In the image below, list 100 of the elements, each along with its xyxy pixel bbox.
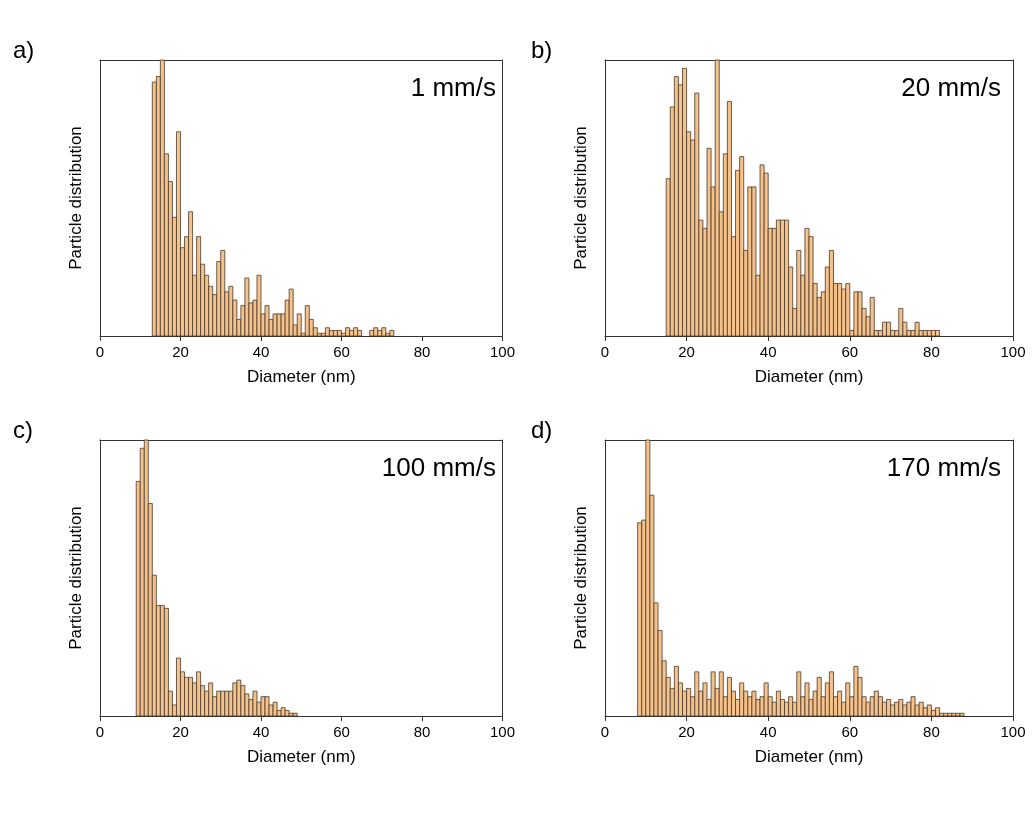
bar: [333, 330, 338, 337]
x-tick-label: 100: [1000, 343, 1026, 360]
x-tick-label: 80: [413, 723, 431, 740]
annotation: 170 mm/s: [886, 452, 1002, 482]
bar: [702, 682, 708, 717]
bar: [304, 305, 310, 337]
bar: [176, 657, 181, 717]
bar: [377, 330, 383, 337]
bar: [345, 327, 350, 337]
bar: [244, 277, 250, 337]
bar: [804, 682, 810, 717]
y-axis-title: Particle distribution: [571, 126, 590, 270]
bar: [922, 330, 928, 337]
x-tick-label: 40: [759, 723, 777, 740]
bar: [751, 186, 757, 337]
bar: [324, 327, 330, 337]
bar: [694, 671, 700, 717]
bar: [264, 305, 270, 337]
bar: [718, 671, 724, 717]
bar: [935, 707, 940, 717]
bar: [898, 308, 904, 337]
x-tick-label: 20: [678, 343, 695, 360]
bar: [886, 699, 891, 717]
bar: [751, 690, 757, 717]
bar: [837, 690, 843, 717]
x-tick-label: 0: [600, 343, 610, 360]
bar: [959, 712, 965, 717]
bar: [357, 330, 363, 337]
bar: [252, 690, 258, 717]
bar: [694, 92, 700, 337]
x-tick-label: 40: [759, 343, 777, 360]
bar: [910, 696, 916, 717]
bar: [727, 101, 732, 337]
bar: [296, 313, 302, 337]
y-axis-title: Particle distribution: [66, 506, 85, 650]
bar: [845, 682, 851, 717]
bar: [935, 330, 940, 337]
x-tick-label: 100: [489, 723, 515, 740]
bar: [706, 147, 712, 337]
bar: [788, 696, 794, 717]
x-tick-label: 60: [333, 723, 350, 740]
bar: [349, 330, 354, 337]
bar: [288, 712, 294, 717]
x-tick-label: 20: [678, 723, 695, 740]
x-tick-label: 40: [252, 343, 270, 360]
x-axis-title: Diameter (nm): [246, 367, 356, 386]
bar: [329, 330, 334, 337]
bar: [739, 682, 745, 717]
bar: [898, 699, 904, 717]
bar: [236, 679, 242, 717]
bar: [220, 250, 226, 337]
bar: [159, 59, 165, 337]
bar: [739, 156, 745, 337]
bar: [955, 712, 961, 717]
x-tick-label: 40: [252, 723, 270, 740]
bar: [176, 131, 181, 337]
y-axis-title: Particle distribution: [66, 126, 85, 270]
bar: [369, 330, 375, 337]
bar: [292, 712, 298, 717]
x-tick-label: 0: [600, 723, 610, 740]
x-tick-label: 100: [489, 343, 515, 360]
bar: [853, 665, 859, 717]
bar: [353, 327, 358, 337]
x-tick-label: 60: [841, 343, 859, 360]
chart-title: d): [531, 415, 553, 443]
bar: [775, 690, 781, 717]
bar: [943, 712, 949, 717]
chart-title: b): [531, 35, 553, 63]
bar: [714, 59, 720, 337]
bar: [829, 671, 834, 717]
x-axis-title: Diameter (nm): [754, 747, 864, 766]
bar: [845, 283, 851, 337]
annotation: 1 mm/s: [410, 72, 497, 102]
bar: [284, 710, 290, 717]
x-axis-title: Diameter (nm): [754, 367, 864, 386]
bar: [164, 607, 169, 717]
bar: [381, 327, 387, 337]
bar: [816, 676, 822, 717]
x-tick-label: 0: [95, 343, 105, 360]
bar: [857, 291, 863, 337]
bar: [337, 330, 342, 337]
x-tick-label: 0: [95, 723, 105, 740]
x-tick-label: 80: [923, 723, 940, 740]
x-tick-label: 100: [1000, 723, 1026, 740]
y-axis-title: Particle distribution: [571, 506, 590, 650]
bar: [208, 682, 214, 717]
bar: [686, 688, 692, 717]
bar: [951, 712, 957, 717]
bar: [829, 250, 834, 337]
bar: [188, 211, 193, 337]
bar: [256, 274, 262, 337]
bar: [264, 696, 270, 717]
bar: [373, 327, 379, 337]
bar: [288, 288, 294, 337]
bar: [914, 321, 920, 337]
x-axis-title: Diameter (nm): [246, 747, 356, 766]
bar: [280, 707, 286, 717]
bar: [947, 712, 953, 717]
chart-title: a): [13, 35, 35, 63]
bar: [272, 701, 278, 717]
